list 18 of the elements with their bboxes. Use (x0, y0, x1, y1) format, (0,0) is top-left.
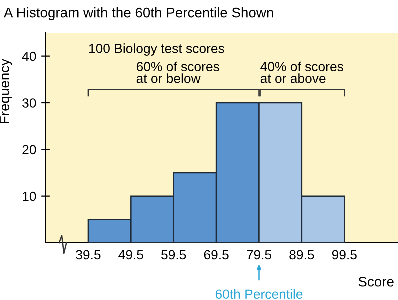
x-tick-label: 69.5 (204, 250, 229, 260)
y-axis-title: Frequency (0, 59, 12, 124)
x-tick-label: 89.5 (290, 250, 314, 260)
x-tick-label: 59.5 (162, 250, 186, 260)
chart-title: A Histogram with the 60th Percentile Shown (4, 8, 274, 20)
y-tick-label: 10 (23, 192, 36, 202)
y-tick-label: 20 (22, 145, 36, 155)
x-axis-title: Score (358, 276, 394, 287)
y-tick-label: 30 (22, 98, 36, 108)
x-tick-label: 39.5 (76, 250, 101, 260)
x-tick-label: 79.5 (247, 250, 272, 260)
x-tick-label: 99.5 (332, 250, 357, 260)
y-tick-label: 40 (22, 52, 36, 62)
annotation: 40% of scores at or above (260, 62, 344, 84)
x-tick-label: 49.5 (118, 250, 144, 260)
annotation: 100 Biology test scores (89, 44, 224, 56)
annotation: 60% of scores at or below (136, 62, 220, 84)
text: 60th Percentile (216, 289, 303, 300)
